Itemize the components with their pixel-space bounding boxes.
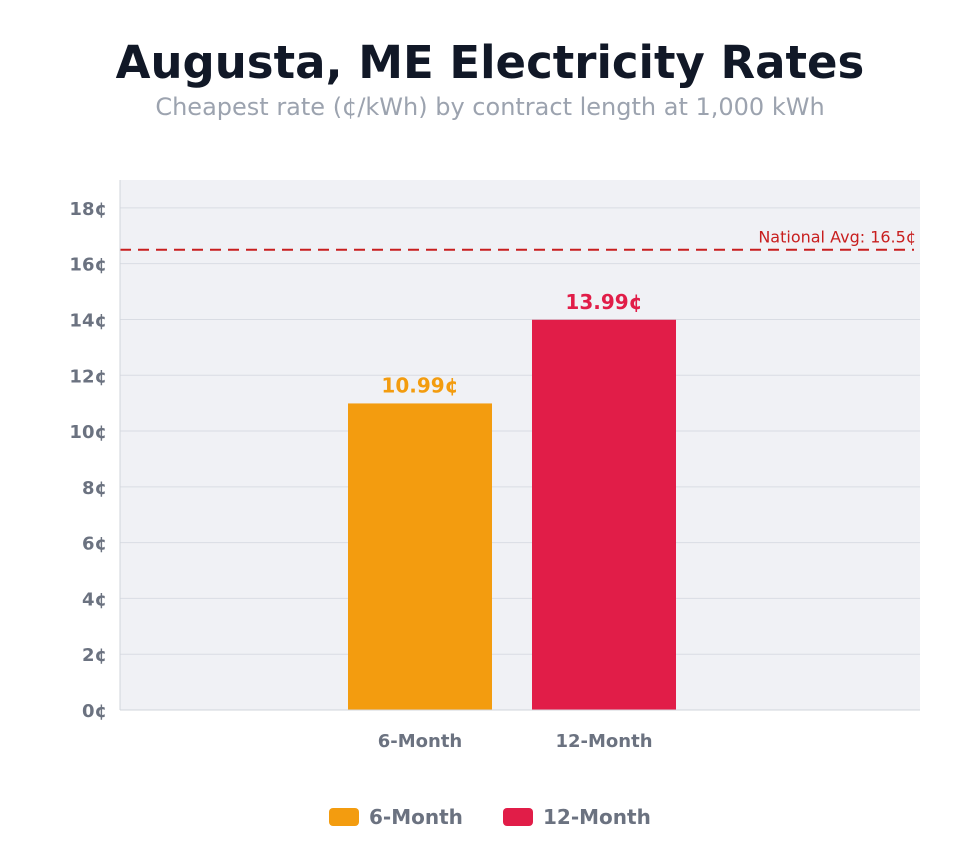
y-tick-label: 8¢ xyxy=(82,478,107,499)
y-tick-label: 6¢ xyxy=(82,534,107,555)
y-tick-label: 2¢ xyxy=(82,645,107,666)
y-tick-label: 0¢ xyxy=(82,701,107,722)
y-tick-label: 4¢ xyxy=(82,589,107,610)
legend: 6-Month 12-Month xyxy=(329,805,651,829)
legend-swatch-6-month xyxy=(329,808,359,826)
y-tick-label: 16¢ xyxy=(69,255,107,276)
bar-value-label: 13.99¢ xyxy=(565,290,642,314)
legend-swatch-12-month xyxy=(503,808,533,826)
axes: 0¢ 2¢ 4¢ 6¢ 8¢ 10¢ 12¢ 14¢ 16¢ 18¢ 6-Month 12-Month xyxy=(69,180,920,752)
bar-value-label: 10.99¢ xyxy=(381,373,458,397)
bar-12-month xyxy=(532,319,676,710)
y-tick-label: 14¢ xyxy=(69,310,107,331)
national-average-label: National Avg: 16.5¢ xyxy=(758,228,916,247)
x-tick-label: 12-Month xyxy=(555,731,652,752)
legend-label: 12-Month xyxy=(543,805,651,829)
chart-subtitle: Cheapest rate (¢/kWh) by contract length… xyxy=(155,93,824,121)
reference-line-group: National Avg: 16.5¢ xyxy=(120,228,916,251)
x-tick-label: 6-Month xyxy=(378,731,463,752)
y-tick-label: 12¢ xyxy=(69,366,107,387)
y-tick-label: 10¢ xyxy=(69,422,107,443)
chart-title: Augusta, ME Electricity Rates xyxy=(116,36,865,89)
bars: 10.99¢ 13.99¢ xyxy=(348,290,676,710)
bar-6-month xyxy=(348,403,492,710)
y-tick-label: 18¢ xyxy=(69,199,107,220)
legend-label: 6-Month xyxy=(369,805,463,829)
gridlines xyxy=(120,207,920,655)
plot-area xyxy=(120,180,920,710)
